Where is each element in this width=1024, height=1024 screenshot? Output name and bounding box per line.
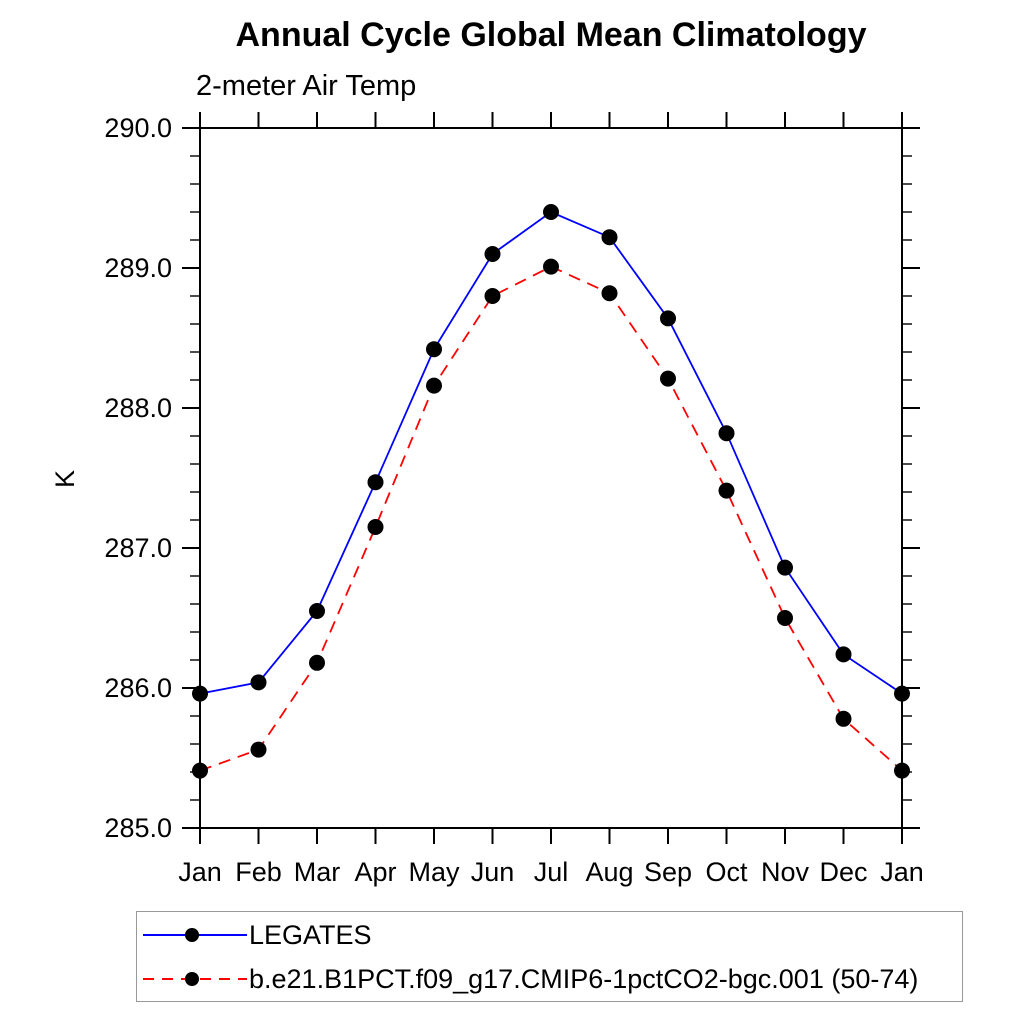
chart-title: Annual Cycle Global Mean Climatology xyxy=(235,16,867,54)
series-marker-1 xyxy=(250,741,267,758)
x-tick-label: Sep xyxy=(644,857,692,887)
series-marker-1 xyxy=(192,762,208,779)
series-line-1 xyxy=(199,265,903,772)
x-tick-label: May xyxy=(408,857,460,887)
x-tick-label: Mar xyxy=(294,857,341,887)
series-marker-0 xyxy=(660,310,676,327)
series-marker-1 xyxy=(367,519,384,535)
legend-label-legates: LEGATES xyxy=(249,919,372,950)
x-tick-label: Oct xyxy=(705,857,748,887)
series-marker-0 xyxy=(835,646,852,663)
legend-sample-model xyxy=(143,972,247,986)
y-tick-label: 289.0 xyxy=(104,253,172,283)
series-marker-1 xyxy=(660,370,676,387)
series-marker-0 xyxy=(601,229,618,246)
x-tick-label: Aug xyxy=(585,857,633,887)
chart-subtitle: 2-meter Air Temp xyxy=(196,70,417,102)
legend-item-model: b.e21.B1PCT.f09_g17.CMIP6-1pctCO2-bgc.00… xyxy=(143,961,918,997)
series-marker-0 xyxy=(367,474,384,491)
x-tick-label: Dec xyxy=(819,857,867,887)
series-line-0 xyxy=(199,210,903,695)
series-marker-0 xyxy=(309,603,325,619)
legend: LEGATES b.e21.B1PCT.f09_g17.CMIP6-1pctCO… xyxy=(136,911,963,1002)
y-tick-label: 285.0 xyxy=(104,813,172,843)
series-marker-1 xyxy=(543,258,559,275)
y-tick-label: 288.0 xyxy=(104,393,172,423)
series-marker-0 xyxy=(894,685,910,702)
series-marker-1 xyxy=(777,610,793,626)
series-marker-1 xyxy=(894,762,910,779)
y-tick-label: 290.0 xyxy=(104,113,172,143)
series-marker-0 xyxy=(718,425,735,442)
x-tick-label: Feb xyxy=(235,857,282,887)
x-tick-label: Jan xyxy=(880,857,924,887)
x-tick-label: Jul xyxy=(534,857,569,887)
series-marker-1 xyxy=(601,285,618,302)
legend-item-legates: LEGATES xyxy=(143,917,372,953)
x-tick-label: Jan xyxy=(178,857,222,887)
y-tick-label: 287.0 xyxy=(104,533,172,563)
x-tick-label: Jun xyxy=(471,857,515,887)
series-marker-0 xyxy=(192,685,208,702)
plot-frame xyxy=(199,127,903,829)
series-marker-1 xyxy=(484,288,501,304)
series-marker-0 xyxy=(777,559,793,576)
series-marker-1 xyxy=(718,482,735,499)
series-marker-0 xyxy=(543,204,559,220)
legend-label-model: b.e21.B1PCT.f09_g17.CMIP6-1pctCO2-bgc.00… xyxy=(249,963,919,994)
x-tick-label: Apr xyxy=(354,857,396,887)
legend-sample-legates xyxy=(143,928,247,942)
series-marker-1 xyxy=(835,710,852,727)
x-tick-label: Nov xyxy=(761,857,810,887)
y-tick-label: 286.0 xyxy=(104,673,172,703)
series-marker-0 xyxy=(426,341,442,358)
series-marker-0 xyxy=(250,674,267,691)
series-marker-0 xyxy=(484,246,501,262)
series-marker-1 xyxy=(309,654,325,671)
series-marker-1 xyxy=(426,377,442,394)
